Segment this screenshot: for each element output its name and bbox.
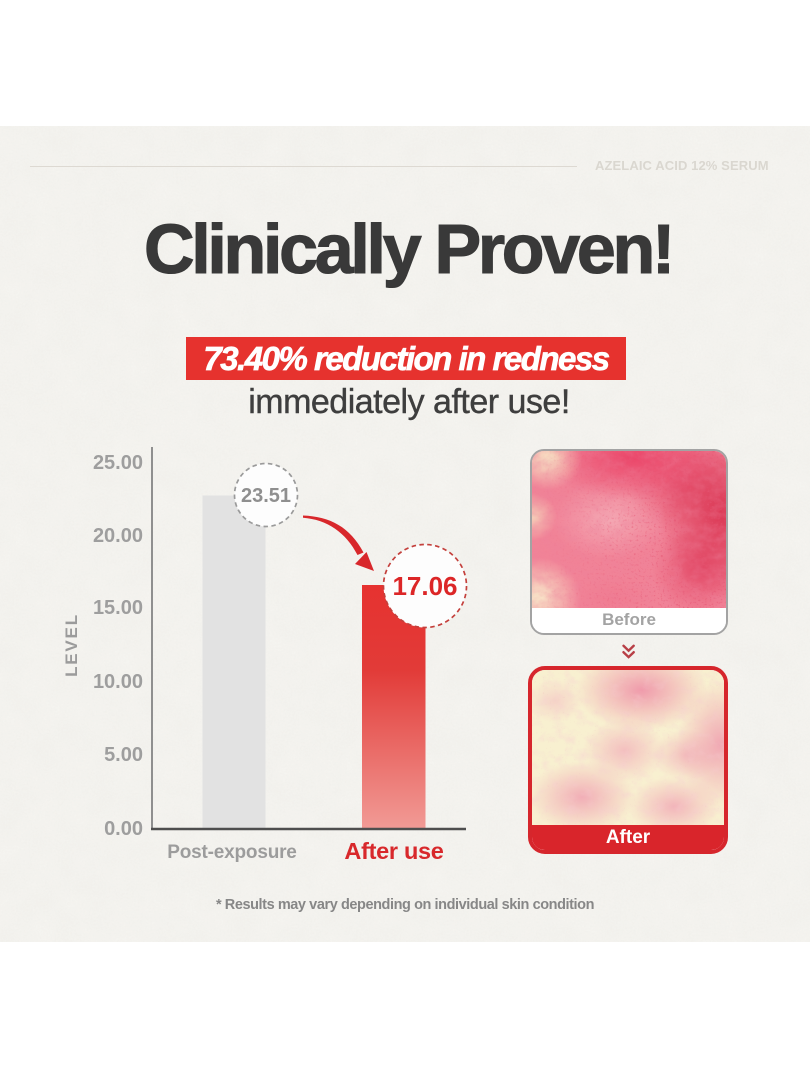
svg-text:10.00: 10.00 [93,671,143,693]
svg-text:20.00: 20.00 [93,525,143,547]
svg-text:15.00: 15.00 [93,597,143,619]
svg-text:After use: After use [344,838,443,864]
svg-text:Post-exposure: Post-exposure [167,842,296,863]
svg-text:23.51: 23.51 [241,485,291,507]
svg-text:5.00: 5.00 [104,744,143,766]
svg-text:0.00: 0.00 [104,818,143,840]
svg-text:25.00: 25.00 [93,452,143,474]
svg-text:17.06: 17.06 [392,571,457,601]
svg-text:LEVEL: LEVEL [62,613,81,677]
